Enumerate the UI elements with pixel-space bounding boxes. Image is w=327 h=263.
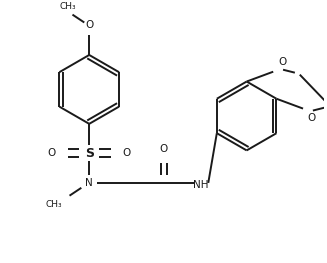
Text: CH₃: CH₃ bbox=[59, 2, 76, 11]
Text: O: O bbox=[278, 57, 286, 67]
Text: O: O bbox=[308, 113, 316, 123]
Text: O: O bbox=[123, 148, 131, 158]
Text: S: S bbox=[85, 147, 94, 160]
Text: NH: NH bbox=[193, 180, 208, 190]
Text: N: N bbox=[85, 178, 93, 188]
Text: O: O bbox=[160, 144, 168, 154]
Text: O: O bbox=[85, 21, 93, 31]
Text: O: O bbox=[48, 148, 56, 158]
Text: CH₃: CH₃ bbox=[45, 200, 62, 209]
